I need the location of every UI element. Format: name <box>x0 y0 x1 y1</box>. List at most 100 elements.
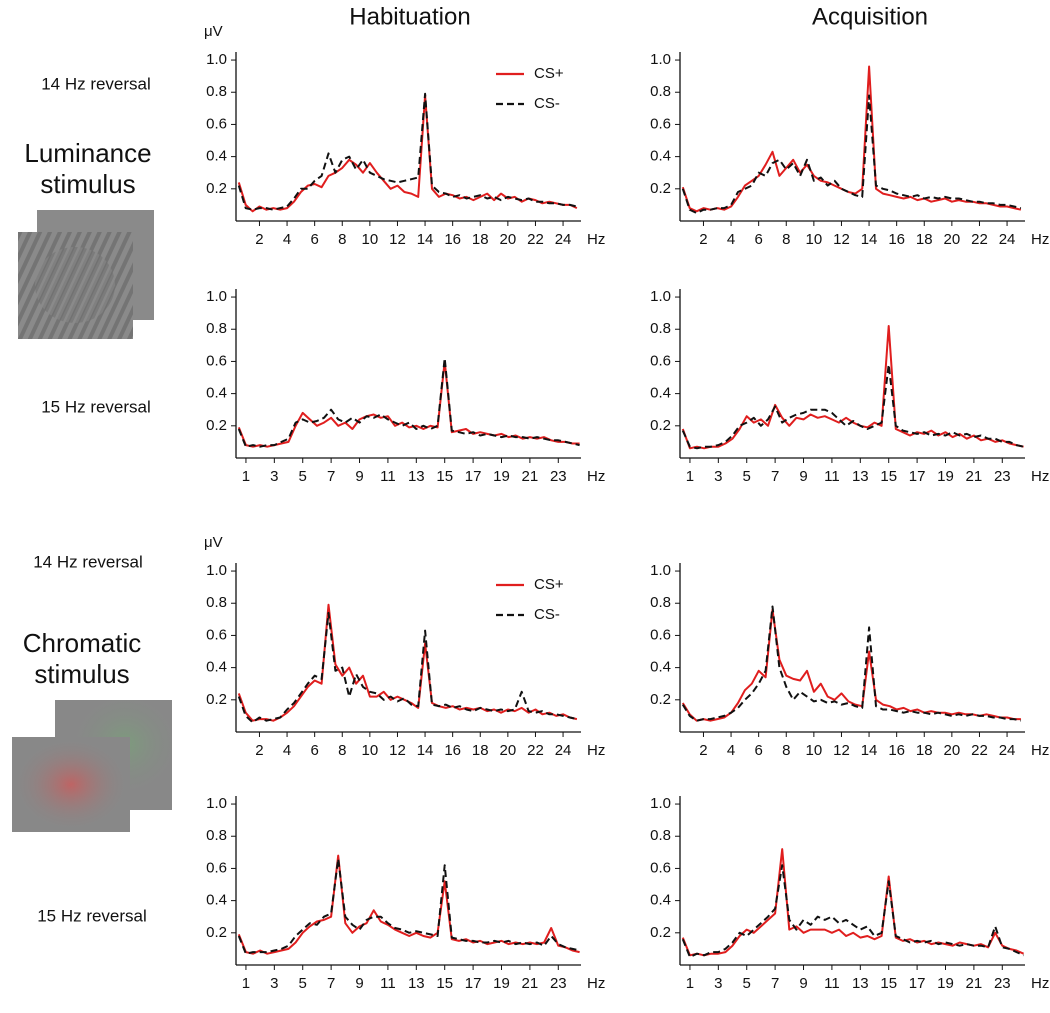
x-tick-label: 20 <box>500 231 517 248</box>
series-line <box>681 94 1022 214</box>
y-tick-label: 0.6 <box>206 352 227 369</box>
x-tick-label: 2 <box>699 742 707 759</box>
x-tick-label: 23 <box>994 975 1011 992</box>
y-tick-label: 1.0 <box>206 51 227 68</box>
series-line <box>237 92 578 211</box>
y-tick-label: 0.8 <box>206 827 227 844</box>
y-tick-label: 0.2 <box>206 691 227 708</box>
chromatic-stimulus-image <box>12 700 172 832</box>
x-tick-label: 2 <box>699 231 707 248</box>
y-tick-label: 0.8 <box>206 83 227 100</box>
y-tick-label: 0.2 <box>206 180 227 197</box>
y-tick-label: 0.4 <box>206 659 227 676</box>
group-label: Chromatic <box>23 628 141 658</box>
x-tick-label: 7 <box>327 975 335 992</box>
x-tick-label: 19 <box>937 975 954 992</box>
x-tick-label: 8 <box>782 231 790 248</box>
x-tick-label: 14 <box>417 231 434 248</box>
y-tick-label: 0.2 <box>650 924 671 941</box>
y-tick-label: 0.6 <box>650 626 671 643</box>
x-tick-label: 5 <box>743 468 751 485</box>
y-tick-label: 0.8 <box>206 320 227 337</box>
x-tick-label: 8 <box>338 742 346 759</box>
y-tick-label: 0.8 <box>206 594 227 611</box>
y-tick-label: 1.0 <box>650 562 671 579</box>
x-axis-label: Hz <box>1031 468 1049 485</box>
series-line <box>681 325 1024 450</box>
x-tick-label: 22 <box>971 742 988 759</box>
y-tick-label: 0.2 <box>650 180 671 197</box>
x-tick-label: 4 <box>283 231 291 248</box>
x-tick-label: 18 <box>916 231 933 248</box>
x-tick-label: 14 <box>861 231 878 248</box>
x-tick-label: 15 <box>880 975 897 992</box>
x-tick-label: 24 <box>555 742 572 759</box>
x-tick-label: 10 <box>806 742 823 759</box>
x-tick-label: 6 <box>310 742 318 759</box>
y-tick-label: 0.8 <box>650 320 671 337</box>
x-tick-label: 9 <box>355 975 363 992</box>
y-tick-label: 0.6 <box>206 115 227 132</box>
x-tick-label: 21 <box>966 468 983 485</box>
x-tick-label: 21 <box>522 468 539 485</box>
group-label: stimulus <box>34 659 129 689</box>
x-tick-label: 18 <box>472 231 489 248</box>
x-tick-label: 13 <box>852 468 869 485</box>
x-tick-label: 17 <box>465 468 482 485</box>
x-tick-label: 7 <box>771 975 779 992</box>
series-line <box>237 857 580 955</box>
x-tick-label: 6 <box>754 742 762 759</box>
x-axis-label: Hz <box>587 231 605 248</box>
x-tick-label: 14 <box>417 742 434 759</box>
y-tick-label: 1.0 <box>650 795 671 812</box>
column-header: Habituation <box>349 3 470 30</box>
x-tick-label: 16 <box>888 231 905 248</box>
x-tick-label: 12 <box>833 231 850 248</box>
x-tick-label: 24 <box>999 231 1016 248</box>
y-tick-label: 0.4 <box>650 659 671 676</box>
x-tick-label: 1 <box>242 468 250 485</box>
x-tick-label: 20 <box>944 742 961 759</box>
x-tick-label: 14 <box>861 742 878 759</box>
series-line <box>681 363 1024 450</box>
series-line <box>681 608 1021 722</box>
x-tick-label: 9 <box>355 468 363 485</box>
x-tick-label: 10 <box>362 231 379 248</box>
x-tick-label: 2 <box>255 742 263 759</box>
x-axis-label: Hz <box>1031 975 1049 992</box>
x-tick-label: 15 <box>436 975 453 992</box>
x-axis-label: Hz <box>587 742 605 759</box>
x-tick-label: 24 <box>999 742 1016 759</box>
legend-label: CS- <box>534 606 560 623</box>
x-tick-label: 1 <box>242 975 250 992</box>
x-tick-label: 20 <box>944 231 961 248</box>
x-tick-label: 7 <box>327 468 335 485</box>
luminance-stimulus-image <box>18 210 154 339</box>
group-label: stimulus <box>40 169 135 199</box>
y-tick-label: 0.6 <box>650 859 671 876</box>
x-tick-label: 23 <box>550 975 567 992</box>
row-label: 14 Hz reversal <box>41 74 151 93</box>
x-tick-label: 9 <box>799 468 807 485</box>
series-line <box>681 605 1022 722</box>
x-tick-label: 5 <box>299 975 307 992</box>
row-label: 15 Hz reversal <box>41 397 151 416</box>
series-line <box>237 357 580 448</box>
y-tick-label: 1.0 <box>650 51 671 68</box>
y-tick-label: 0.6 <box>206 859 227 876</box>
x-tick-label: 13 <box>408 975 425 992</box>
x-tick-label: 9 <box>799 975 807 992</box>
x-tick-label: 2 <box>255 231 263 248</box>
x-tick-label: 16 <box>444 231 461 248</box>
y-tick-label: 1.0 <box>650 288 671 305</box>
x-tick-label: 10 <box>806 231 823 248</box>
y-tick-label: 0.8 <box>650 83 671 100</box>
y-axis-label: μV <box>204 534 223 551</box>
x-tick-label: 4 <box>283 742 291 759</box>
x-tick-label: 8 <box>782 742 790 759</box>
x-axis-label: Hz <box>1031 742 1049 759</box>
y-tick-label: 0.2 <box>206 924 227 941</box>
x-tick-label: 19 <box>493 975 510 992</box>
y-axis-label: μV <box>204 23 223 40</box>
